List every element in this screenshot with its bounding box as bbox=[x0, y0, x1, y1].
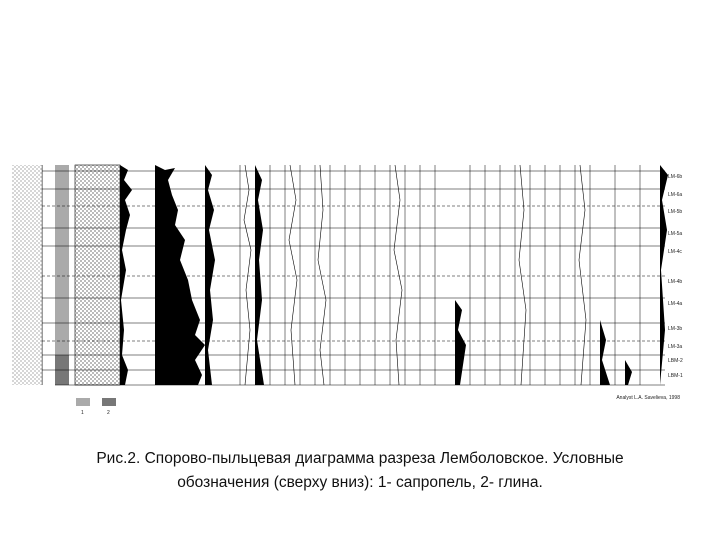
zone-label: LM-6b bbox=[668, 174, 682, 180]
zone-label: LM-4a bbox=[668, 301, 682, 307]
caption-line: обозначения (сверху вниз): 1- сапропель,… bbox=[177, 474, 543, 491]
zone-label: LM-4b bbox=[668, 279, 682, 285]
legend-label: 2 bbox=[107, 410, 110, 416]
zone-label: LM-4c bbox=[668, 249, 682, 255]
zone-label: LM-3b bbox=[668, 326, 682, 332]
zone-label: LM-5b bbox=[668, 209, 682, 215]
legend: 1 2 bbox=[76, 398, 116, 416]
column-axes bbox=[55, 165, 665, 386]
zone-label: LM-3a bbox=[668, 344, 682, 350]
legend-label: 1 bbox=[81, 410, 84, 416]
zone-label: LM-5a bbox=[668, 231, 682, 237]
caption-line: Рис.2. Спорово-пыльцевая диаграмма разре… bbox=[96, 450, 624, 467]
zone-boundaries: LM-6b LM-6a LM-5b LM-5a LM-4c LM-4b LM-4a LM-3b… bbox=[42, 170, 683, 379]
zone-label: LBM-1 bbox=[668, 373, 683, 379]
lithology-column bbox=[55, 164, 121, 386]
pollen-lines bbox=[243, 164, 587, 386]
pollen-diagram: LM-6b LM-6a LM-5b LM-5a LM-4c LM-4b LM-4a LM-3b… bbox=[12, 164, 683, 416]
zone-label: LM-6a bbox=[668, 192, 682, 198]
depth-column bbox=[12, 165, 43, 385]
pollen-curves bbox=[120, 165, 668, 385]
zone-label: LBM-2 bbox=[668, 358, 683, 364]
credit: Analyst L.A. Savelieva, 1998 bbox=[616, 395, 680, 401]
